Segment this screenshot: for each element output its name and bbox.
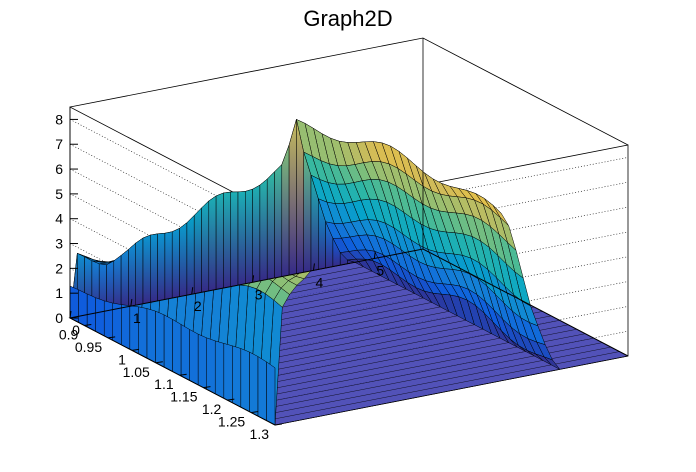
surface-skirt bbox=[120, 248, 129, 309]
chart-title: Graph2D bbox=[303, 6, 392, 31]
surface-skirt bbox=[201, 200, 210, 293]
x-tick-label: 0 bbox=[72, 322, 80, 338]
y-tick-label: 1.3 bbox=[250, 426, 270, 442]
y-tick bbox=[203, 386, 211, 389]
surface-skirt-left bbox=[163, 314, 173, 372]
surface-skirt bbox=[259, 178, 268, 282]
surface-skirt bbox=[237, 191, 246, 286]
surface-skirt-left bbox=[197, 333, 207, 390]
y-tick-label: 0.95 bbox=[75, 339, 102, 355]
surface-skirt bbox=[230, 191, 239, 287]
surface-skirt bbox=[281, 144, 290, 277]
y-tick bbox=[108, 336, 116, 339]
surface-skirt-left bbox=[103, 300, 113, 341]
z-tick-label: 2 bbox=[55, 260, 63, 276]
surface-skirt bbox=[208, 195, 217, 292]
x-tick-label: 1 bbox=[133, 310, 141, 326]
surface-skirt-left bbox=[189, 329, 199, 386]
surface-skirt-left bbox=[206, 337, 216, 395]
surface-skirt bbox=[252, 184, 261, 283]
surface-skirt bbox=[215, 192, 224, 290]
y-tick-label: 1.1 bbox=[154, 376, 174, 392]
surface-skirt-left bbox=[86, 293, 96, 332]
surface-skirt bbox=[128, 242, 136, 307]
surface-skirt bbox=[113, 254, 122, 310]
z-tick-label: 3 bbox=[55, 236, 63, 252]
y-tick bbox=[251, 411, 259, 414]
y-tick-label: 1.2 bbox=[202, 401, 222, 417]
y-tick bbox=[274, 423, 283, 426]
surface-skirt bbox=[274, 164, 283, 279]
surface-skirt bbox=[179, 222, 188, 297]
z-tick-label: 8 bbox=[55, 111, 63, 127]
surface-skirt-left bbox=[240, 348, 250, 413]
box-top bbox=[69, 37, 629, 146]
surface-skirt bbox=[223, 191, 231, 289]
y-tick bbox=[155, 361, 163, 364]
surface-skirt-left bbox=[232, 345, 242, 408]
surface-skirt-left bbox=[180, 323, 190, 381]
floor-grid-line bbox=[274, 355, 629, 426]
surface-skirt-left bbox=[172, 318, 182, 377]
surface-skirt-left bbox=[249, 351, 259, 417]
surface-skirt bbox=[142, 234, 151, 305]
x-tick bbox=[191, 287, 194, 295]
y-tick-label: 0.9 bbox=[59, 326, 79, 342]
x-tick bbox=[130, 299, 133, 307]
surface-skirt-left bbox=[214, 340, 225, 399]
y-tick-label: 1.15 bbox=[170, 389, 197, 405]
z-tick-label: 7 bbox=[55, 136, 63, 152]
surface-skirt-left bbox=[223, 343, 233, 404]
box-base bbox=[68, 248, 629, 426]
surface-skirt bbox=[171, 227, 180, 299]
x-tick-label: 4 bbox=[316, 274, 324, 290]
z-tick-label: 1 bbox=[55, 285, 63, 301]
z-tick-label: 5 bbox=[55, 186, 63, 202]
surface-skirt-left bbox=[95, 297, 105, 337]
floor-grid-line bbox=[266, 351, 620, 421]
y-tick bbox=[179, 373, 187, 376]
y-tick bbox=[84, 323, 92, 326]
z-tick-label: 6 bbox=[55, 161, 63, 177]
surface-skirt-left bbox=[257, 356, 267, 421]
surface-skirt bbox=[186, 214, 195, 296]
y-tick-label: 1 bbox=[118, 351, 126, 367]
x-tick-label: 3 bbox=[255, 286, 263, 302]
surface-skirt-left bbox=[155, 310, 165, 368]
surface-skirt bbox=[135, 237, 144, 306]
x-tick bbox=[252, 275, 255, 283]
y-tick-label: 1.05 bbox=[123, 364, 150, 380]
surface-skirt-left bbox=[146, 308, 156, 364]
surface-skirt-left bbox=[266, 361, 276, 426]
surface-skirt bbox=[150, 233, 158, 303]
y-tick bbox=[227, 398, 235, 401]
x-tick bbox=[69, 310, 72, 319]
x-tick-label: 5 bbox=[376, 263, 384, 279]
surface-skirt bbox=[288, 119, 297, 276]
x-tick bbox=[312, 263, 315, 271]
x-tick-label: 2 bbox=[194, 298, 202, 314]
y-tick-label: 1.25 bbox=[218, 414, 245, 430]
y-tick bbox=[131, 348, 140, 351]
z-tick-label: 0 bbox=[55, 310, 63, 326]
surface-skirt bbox=[266, 171, 275, 280]
surface-skirt bbox=[157, 232, 166, 302]
x-tick bbox=[373, 251, 376, 259]
surface-skirt bbox=[193, 207, 202, 295]
z-tick-label: 4 bbox=[55, 211, 63, 227]
surface-skirt-left bbox=[121, 304, 131, 350]
surface-skirt bbox=[164, 231, 173, 300]
surface-skirt bbox=[245, 188, 253, 285]
